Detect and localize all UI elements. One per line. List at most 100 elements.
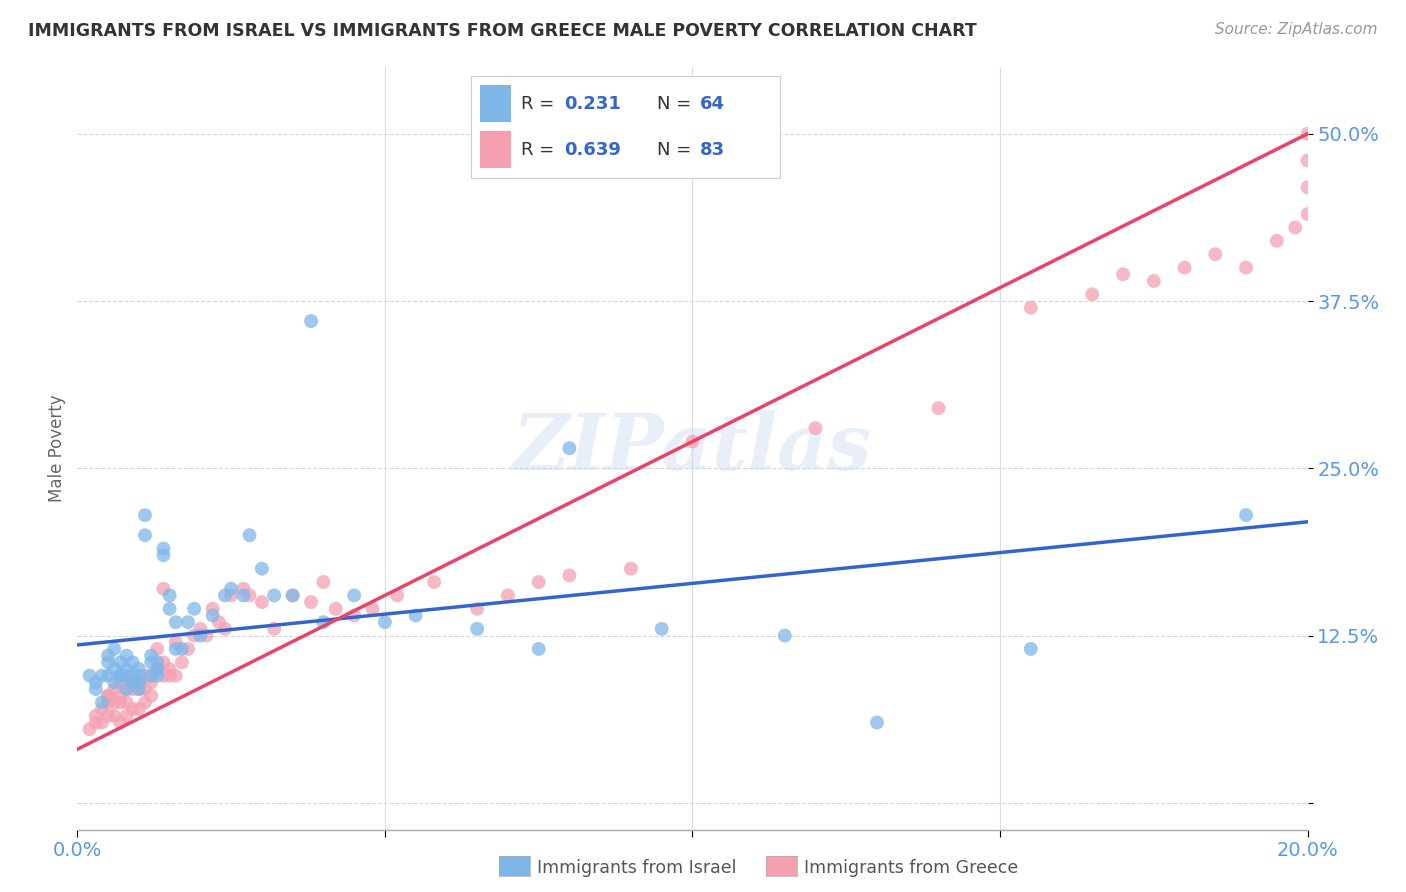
Text: R =: R = bbox=[520, 141, 560, 159]
Point bbox=[121, 675, 143, 690]
Text: ZIPatlas: ZIPatlas bbox=[513, 410, 872, 486]
Point bbox=[374, 615, 396, 630]
Point bbox=[84, 675, 107, 690]
Point bbox=[1296, 207, 1319, 221]
Point bbox=[465, 601, 488, 615]
Point bbox=[1112, 268, 1135, 282]
Point bbox=[232, 582, 254, 596]
Point bbox=[299, 595, 322, 609]
Point bbox=[141, 689, 163, 703]
Point bbox=[165, 669, 187, 683]
Point bbox=[110, 689, 132, 703]
Point bbox=[214, 622, 236, 636]
Point bbox=[110, 669, 132, 683]
Point bbox=[134, 681, 156, 696]
Point bbox=[804, 421, 827, 435]
Point bbox=[177, 642, 200, 657]
Point bbox=[281, 589, 304, 603]
Point bbox=[239, 589, 262, 603]
Point bbox=[682, 434, 704, 449]
Point bbox=[121, 655, 143, 669]
Point bbox=[152, 582, 174, 596]
Point bbox=[152, 655, 174, 669]
Point bbox=[134, 508, 156, 523]
Text: 0.231: 0.231 bbox=[564, 95, 620, 112]
Point bbox=[152, 548, 174, 563]
Point bbox=[90, 715, 114, 730]
Point bbox=[299, 314, 322, 328]
Point bbox=[141, 669, 163, 683]
Point bbox=[115, 675, 138, 690]
Point bbox=[165, 615, 187, 630]
Point bbox=[141, 648, 163, 663]
Point bbox=[79, 723, 101, 737]
Point bbox=[1265, 234, 1288, 248]
Point bbox=[183, 601, 205, 615]
Point bbox=[1143, 274, 1166, 288]
Point bbox=[159, 589, 181, 603]
Point bbox=[1296, 153, 1319, 168]
Point bbox=[1081, 287, 1104, 301]
Point bbox=[651, 622, 673, 636]
Point bbox=[84, 715, 107, 730]
Text: 0.639: 0.639 bbox=[564, 141, 620, 159]
Point bbox=[115, 681, 138, 696]
Point bbox=[115, 681, 138, 696]
Text: Immigrants from Israel: Immigrants from Israel bbox=[537, 859, 737, 877]
Point bbox=[84, 708, 107, 723]
Point bbox=[141, 675, 163, 690]
Point bbox=[110, 655, 132, 669]
Text: IMMIGRANTS FROM ISRAEL VS IMMIGRANTS FROM GREECE MALE POVERTY CORRELATION CHART: IMMIGRANTS FROM ISRAEL VS IMMIGRANTS FRO… bbox=[28, 22, 977, 40]
Point bbox=[281, 589, 304, 603]
Point bbox=[866, 715, 889, 730]
Point bbox=[1234, 260, 1257, 275]
Point bbox=[128, 675, 150, 690]
Point bbox=[115, 648, 138, 663]
Point bbox=[110, 675, 132, 690]
Point bbox=[134, 696, 156, 710]
Point bbox=[110, 715, 132, 730]
Point bbox=[325, 601, 347, 615]
Point bbox=[134, 669, 156, 683]
Point bbox=[183, 628, 205, 642]
Point bbox=[146, 642, 169, 657]
Point bbox=[361, 601, 384, 615]
Point bbox=[97, 689, 120, 703]
Point bbox=[558, 442, 581, 455]
Point bbox=[177, 615, 200, 630]
Point bbox=[141, 669, 163, 683]
Point bbox=[97, 696, 120, 710]
Point bbox=[121, 669, 143, 683]
Point bbox=[84, 681, 107, 696]
Point bbox=[134, 528, 156, 542]
Point bbox=[1284, 220, 1306, 235]
Point bbox=[110, 696, 132, 710]
Point bbox=[170, 642, 193, 657]
Point bbox=[79, 669, 101, 683]
Point bbox=[423, 574, 446, 589]
Point bbox=[250, 562, 273, 576]
Point bbox=[97, 655, 120, 669]
Point bbox=[219, 589, 242, 603]
Point bbox=[128, 702, 150, 716]
Point bbox=[103, 642, 125, 657]
Point bbox=[1019, 301, 1042, 315]
Text: Source: ZipAtlas.com: Source: ZipAtlas.com bbox=[1215, 22, 1378, 37]
Y-axis label: Male Poverty: Male Poverty bbox=[48, 394, 66, 502]
Point bbox=[343, 608, 366, 623]
Point bbox=[90, 696, 114, 710]
Point bbox=[152, 541, 174, 556]
Text: 64: 64 bbox=[700, 95, 725, 112]
Text: 83: 83 bbox=[700, 141, 725, 159]
Text: Immigrants from Greece: Immigrants from Greece bbox=[804, 859, 1018, 877]
Point bbox=[159, 601, 181, 615]
Point bbox=[146, 655, 169, 669]
Point bbox=[90, 702, 114, 716]
Point bbox=[219, 582, 242, 596]
Point bbox=[496, 589, 519, 603]
Point bbox=[128, 681, 150, 696]
Point bbox=[312, 574, 335, 589]
Point bbox=[1234, 508, 1257, 523]
Point bbox=[159, 669, 181, 683]
Point bbox=[103, 675, 125, 690]
